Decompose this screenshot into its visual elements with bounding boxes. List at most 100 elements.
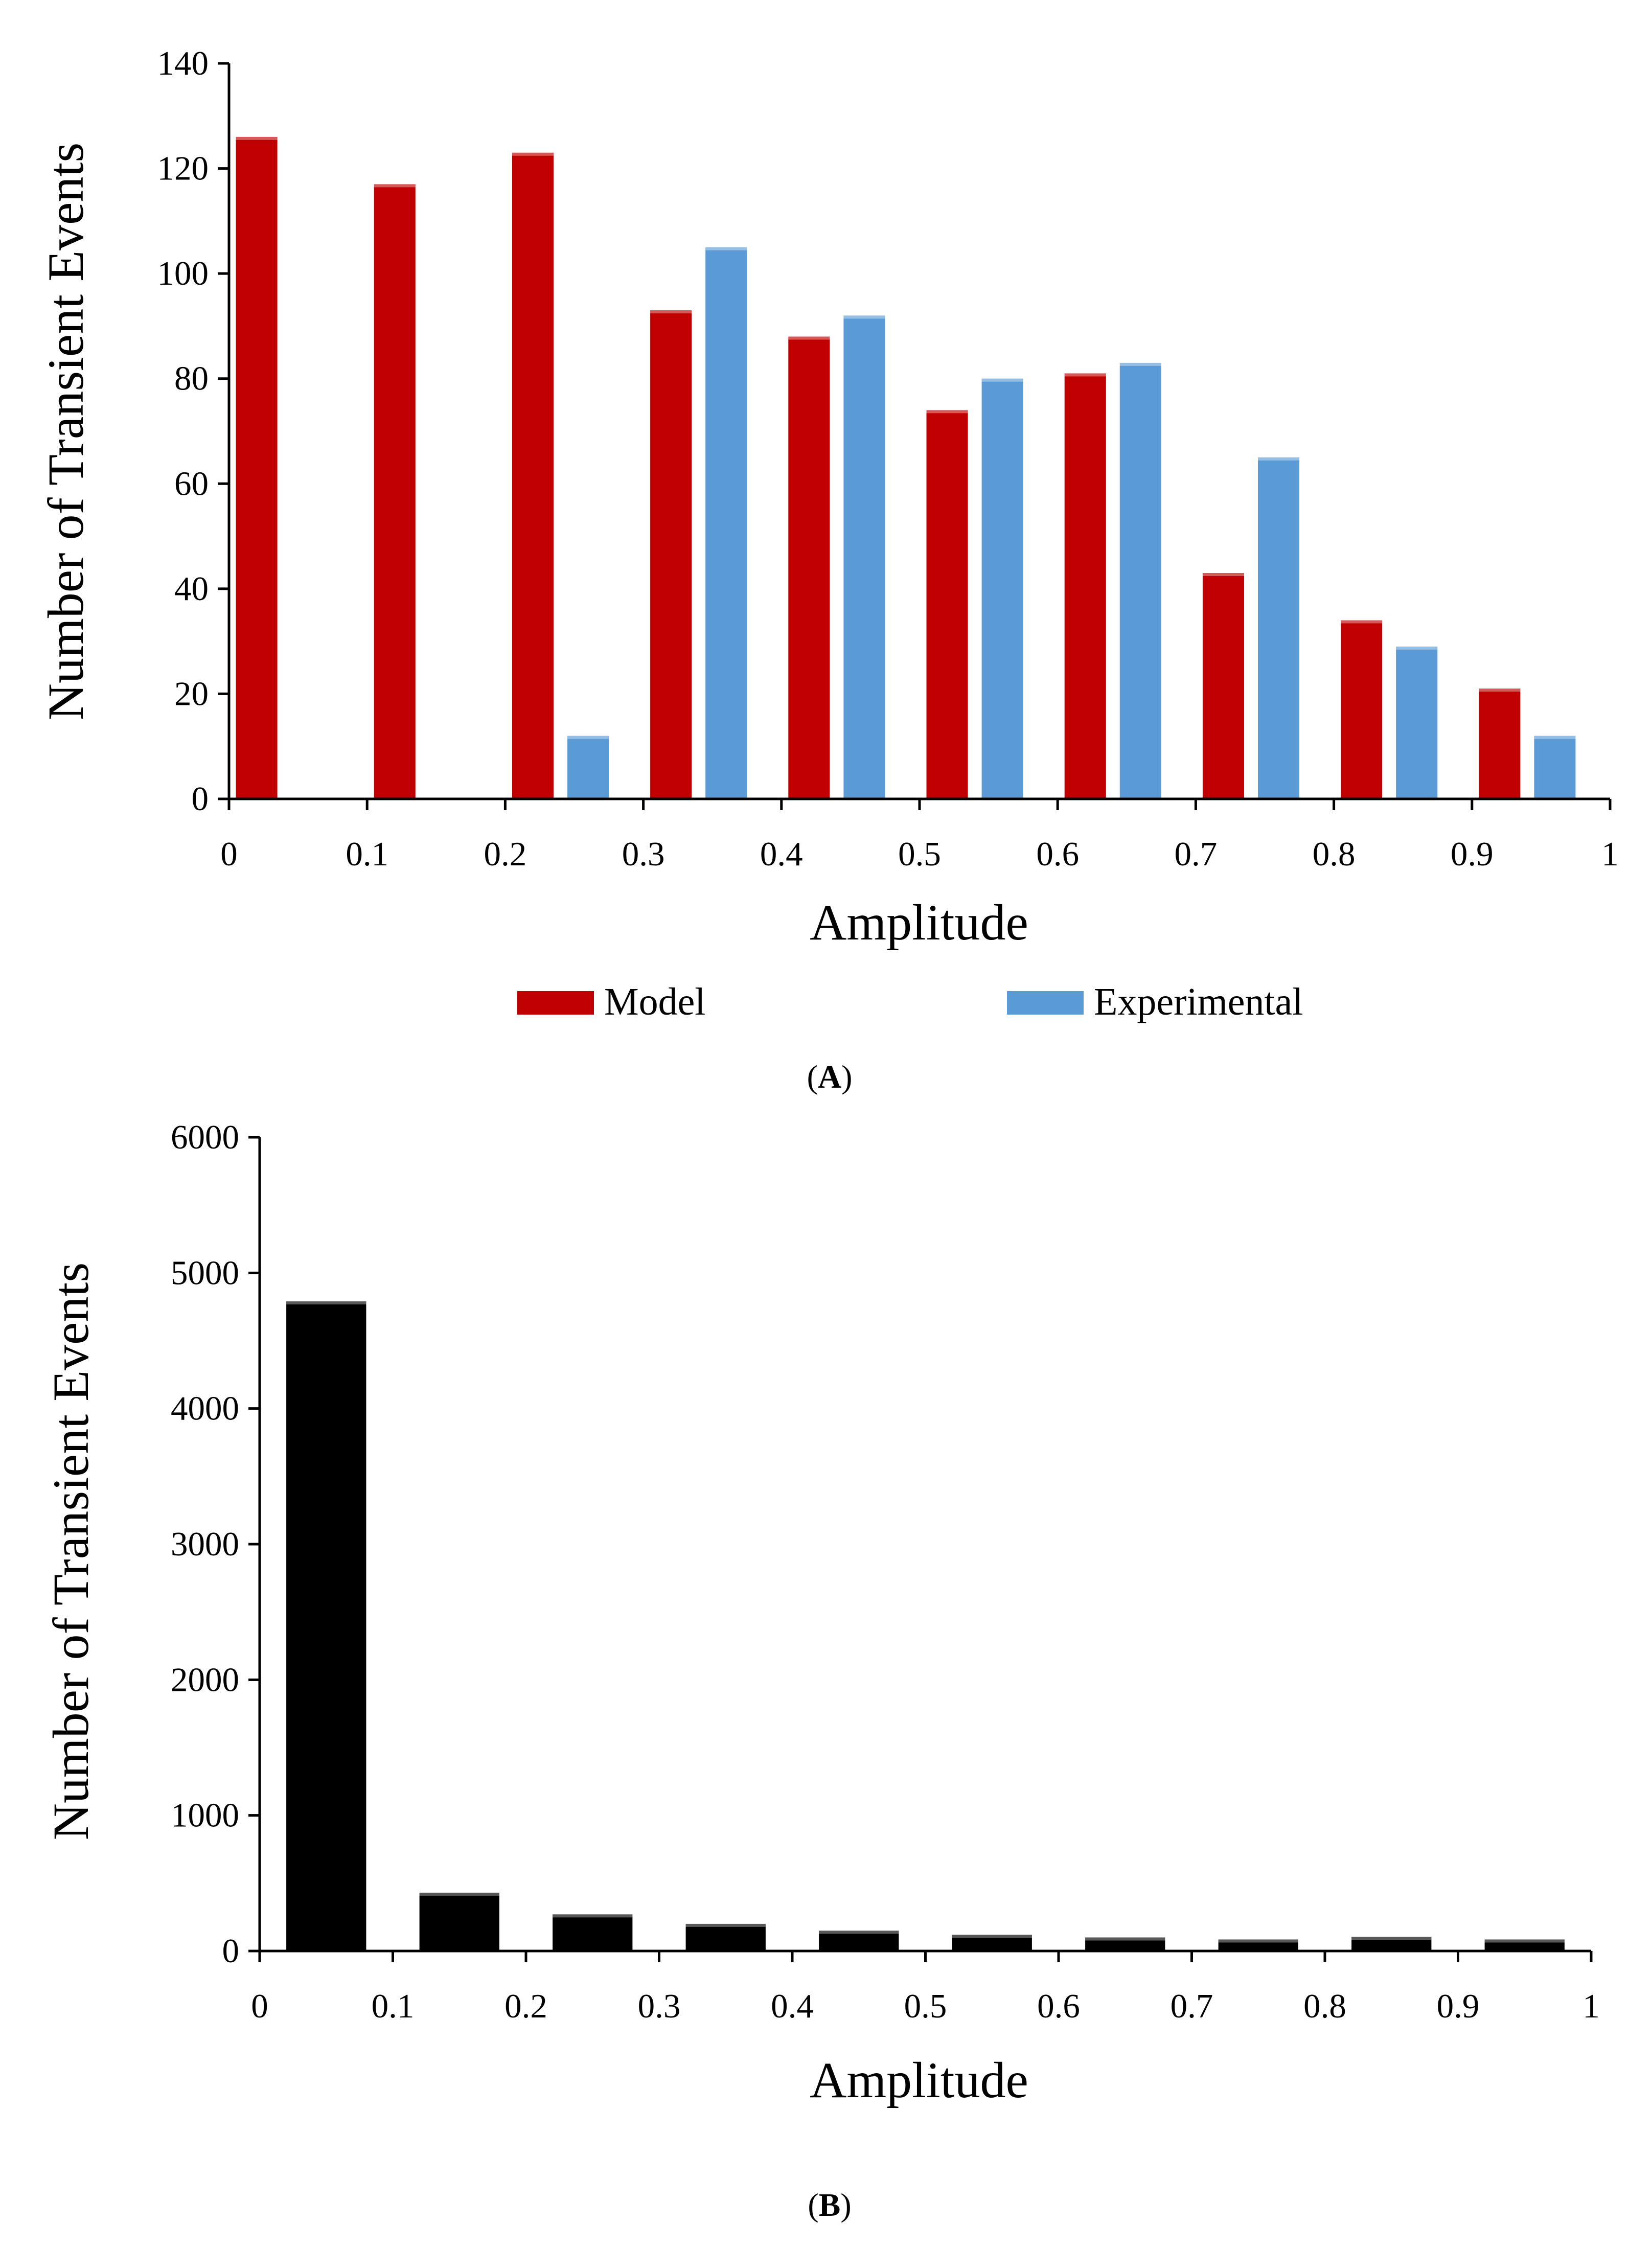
chart-a: 0 20 40 60 80 100 120 140 0 0.1 0.2 0.3 0.4 0.5 0.6 0.… [37,44,1619,1095]
chart-a-legend: Model Experimental [517,980,1303,1023]
x-tick-label: 0.3 [638,1987,681,2025]
chart-a-y-ticks: 0 20 40 60 80 100 120 140 [157,44,229,818]
bar-experimental-5 [981,378,1023,799]
bar-top-highlight [512,152,554,156]
x-tick-label: 0.1 [372,1987,415,2025]
bar-experimental-9 [1534,736,1576,799]
y-tick-label: 6000 [171,1118,239,1156]
chart-a-panel-label: (A) [807,1059,853,1095]
y-tick-label: 80 [174,360,209,398]
y-tick-label: 0 [192,780,209,818]
x-tick-label: 0.3 [622,835,665,873]
bar-count-8 [1351,1937,1432,1951]
bar-experimental-7 [1257,457,1300,799]
y-tick-label: 3000 [171,1525,239,1563]
y-tick-label: 0 [222,1932,240,1970]
bar-experimental-8 [1396,646,1438,799]
bar-top-highlight [1202,573,1244,577]
chart-a-x-ticks: 0 0.1 0.2 0.3 0.4 0.5 0.6 0.7 0.8 0.9 1 [220,799,1619,873]
y-tick-label: 60 [174,465,209,502]
bar-top-highlight [1257,457,1300,461]
bar-top-highlight [1218,1939,1298,1943]
bar-top-highlight [374,184,416,188]
y-tick-label: 140 [157,44,209,82]
bar-count-0 [286,1301,366,1951]
bar-model-4 [788,336,830,799]
y-tick-label: 4000 [171,1390,239,1428]
bar-top-highlight [952,1935,1032,1938]
bar-top-highlight [236,136,278,140]
bar-top-highlight [650,310,692,314]
bar-model-1 [374,184,416,799]
bar-top-highlight [819,1931,899,1934]
bar-top-highlight [553,1914,633,1918]
chart-a-y-axis-title: Number of Transient Events [37,143,94,720]
y-tick-label: 5000 [171,1254,239,1292]
bar-top-highlight [843,315,885,319]
bar-model-8 [1341,620,1383,799]
bar-model-5 [926,410,968,799]
bar-count-2 [553,1914,633,1951]
bar-count-7 [1218,1939,1298,1951]
x-tick-label: 1 [1601,835,1619,873]
bar-top-highlight [1351,1937,1432,1940]
x-tick-label: 0.7 [1175,835,1218,873]
bar-model-3 [650,310,692,799]
bar-model-9 [1479,689,1521,799]
bar-top-highlight [1119,362,1161,366]
bar-top-highlight [1064,373,1106,377]
bar-top-highlight [567,736,609,739]
x-tick-label: 0 [220,835,238,873]
chart-b-x-ticks: 0 0.1 0.2 0.3 0.4 0.5 0.6 0.7 0.8 0.9 1 [251,1951,1600,2025]
y-tick-label: 40 [174,570,209,608]
chart-b-y-axis-title: Number of Transient Events [42,1263,99,1840]
chart-a-x-axis-title: Amplitude [810,894,1028,951]
x-tick-label: 0 [251,1987,268,2025]
legend-label-experimental: Experimental [1094,980,1303,1023]
x-tick-label: 0.5 [898,835,941,873]
x-tick-label: 0.1 [346,835,388,873]
legend-swatch-model [517,991,594,1015]
y-tick-label: 2000 [171,1661,239,1699]
bar-experimental-6 [1119,362,1161,799]
bar-top-highlight [286,1301,366,1305]
chart-b-panel-label: (B) [808,2187,851,2223]
chart-b-bars-layer [286,1301,1565,1951]
bar-top-highlight [1085,1937,1165,1941]
bar-model-0 [236,136,278,799]
legend-label-model: Model [604,980,705,1023]
bar-count-3 [685,1923,766,1951]
x-tick-label: 0.6 [1037,1987,1080,2025]
y-tick-label: 100 [157,255,209,292]
x-tick-label: 0.9 [1437,1987,1480,2025]
chart-b-y-ticks: 0 1000 2000 3000 4000 5000 6000 [171,1118,260,1970]
bar-experimental-2 [567,736,609,799]
bar-count-6 [1085,1937,1165,1951]
bar-top-highlight [1534,736,1576,739]
bar-top-highlight [1479,689,1521,692]
chart-a-bars-layer [236,136,1576,799]
bar-model-6 [1064,373,1106,799]
x-tick-label: 0.4 [760,835,803,873]
bar-top-highlight [788,336,830,340]
x-tick-label: 0.8 [1303,1987,1346,2025]
bar-top-highlight [705,247,747,250]
x-tick-label: 1 [1582,1987,1600,2025]
y-tick-label: 20 [174,675,209,713]
bar-top-highlight [926,410,968,414]
bar-top-highlight [981,378,1023,382]
bar-top-highlight [419,1892,499,1896]
bar-count-5 [952,1935,1032,1951]
x-tick-label: 0.5 [904,1987,947,2025]
bar-count-4 [819,1931,899,1951]
bar-top-highlight [1341,620,1383,624]
x-tick-label: 0.2 [484,835,527,873]
bar-count-9 [1484,1939,1565,1951]
bar-experimental-3 [705,247,747,799]
x-tick-label: 0.2 [504,1987,547,2025]
x-tick-label: 0.4 [771,1987,814,2025]
chart-b-x-axis-title: Amplitude [810,2052,1028,2108]
bar-model-7 [1202,573,1244,799]
